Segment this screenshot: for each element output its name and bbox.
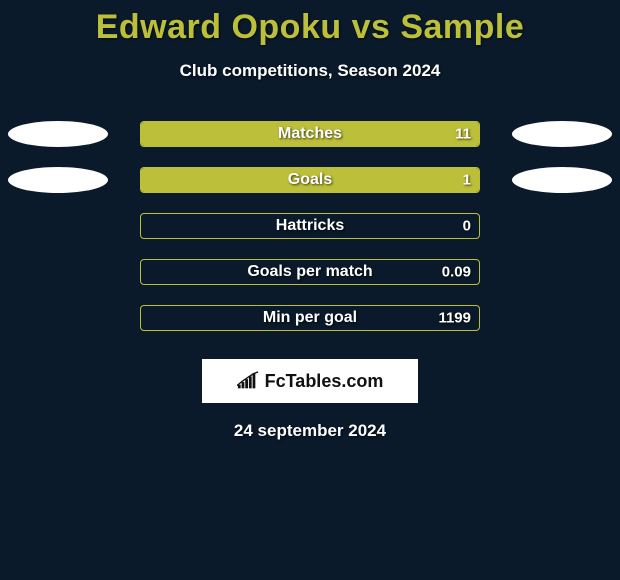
stat-row: Min per goal 1199 bbox=[0, 305, 620, 331]
stat-rows: Matches 11 Goals 1 Hattricks 0 bbox=[0, 121, 620, 331]
source-logo-text: FcTables.com bbox=[265, 371, 384, 392]
stat-bar: Matches 11 bbox=[140, 121, 480, 147]
avatar-placeholder-left bbox=[8, 167, 108, 193]
stat-row: Goals per match 0.09 bbox=[0, 259, 620, 285]
date-label: 24 september 2024 bbox=[0, 421, 620, 441]
avatar-placeholder-left bbox=[8, 121, 108, 147]
stat-label: Min per goal bbox=[263, 309, 357, 327]
stat-label: Goals bbox=[288, 171, 332, 189]
stat-bar: Goals per match 0.09 bbox=[140, 259, 480, 285]
stat-label: Hattricks bbox=[276, 217, 344, 235]
source-logo: FcTables.com bbox=[202, 359, 418, 403]
subtitle: Club competitions, Season 2024 bbox=[0, 61, 620, 81]
stat-label: Goals per match bbox=[247, 263, 372, 281]
stat-value: 1 bbox=[463, 172, 471, 189]
stat-value: 11 bbox=[455, 126, 471, 143]
comparison-card: Edward Opoku vs Sample Club competitions… bbox=[0, 0, 620, 580]
stat-bar: Min per goal 1199 bbox=[140, 305, 480, 331]
page-title: Edward Opoku vs Sample bbox=[0, 0, 620, 47]
stat-value: 0.09 bbox=[442, 264, 471, 281]
stat-row: Hattricks 0 bbox=[0, 213, 620, 239]
stat-row: Goals 1 bbox=[0, 167, 620, 193]
avatar-placeholder-right bbox=[512, 121, 612, 147]
stat-label: Matches bbox=[278, 125, 342, 143]
avatar-placeholder-right bbox=[512, 167, 612, 193]
stat-bar: Hattricks 0 bbox=[140, 213, 480, 239]
bar-chart-icon bbox=[237, 371, 259, 391]
stat-value: 0 bbox=[463, 218, 471, 235]
stat-bar: Goals 1 bbox=[140, 167, 480, 193]
stat-row: Matches 11 bbox=[0, 121, 620, 147]
stat-value: 1199 bbox=[438, 310, 471, 327]
